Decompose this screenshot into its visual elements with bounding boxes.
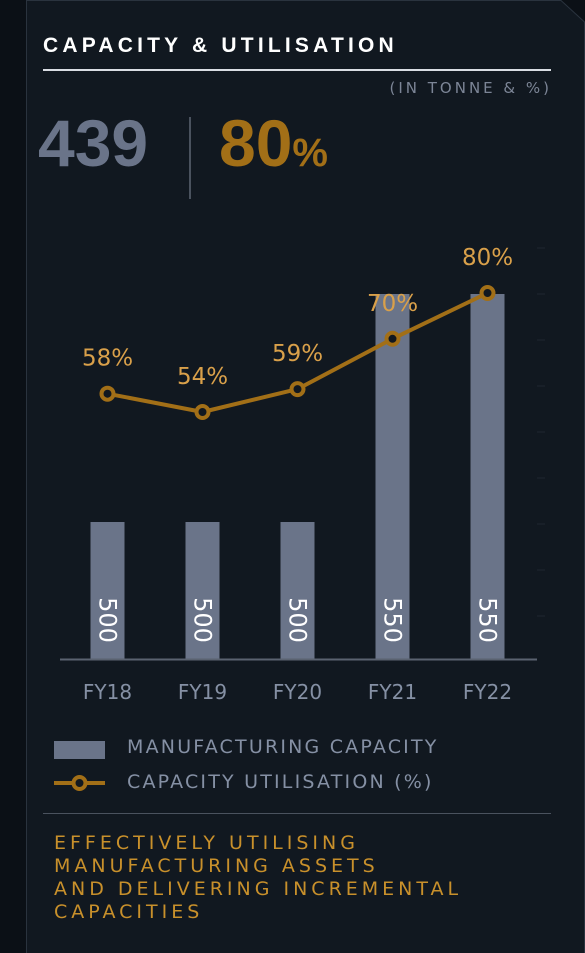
utilisation-point (292, 383, 304, 395)
tagline-line: CAPACITIES (54, 901, 534, 924)
x-tick-label: FY18 (83, 680, 132, 704)
utilisation-data-label: 58% (82, 346, 133, 372)
utilisation-data-label: 54% (177, 364, 228, 390)
footer-tagline: EFFECTIVELY UTILISING MANUFACTURING ASSET… (54, 832, 534, 924)
footer-divider (43, 813, 551, 814)
utilisation-point (197, 406, 209, 418)
tagline-line: EFFECTIVELY UTILISING (54, 832, 534, 855)
capacity-bar-label: 500 (189, 597, 217, 643)
utilisation-data-label: 80% (462, 245, 513, 271)
utilisation-point (482, 287, 494, 299)
legend-utilisation-label: CAPACITY UTILISATION (%) (127, 771, 434, 793)
utilisation-point (102, 388, 114, 400)
utilisation-point (387, 333, 399, 345)
x-tick-label: FY19 (178, 680, 227, 704)
utilisation-data-label: 70% (367, 291, 418, 317)
tagline-line: MANUFACTURING ASSETS (54, 855, 534, 878)
x-tick-label: FY20 (273, 680, 322, 704)
x-tick-label: FY22 (463, 680, 512, 704)
utilisation-data-label: 59% (272, 341, 323, 367)
legend-bar-swatch (54, 741, 105, 759)
capacity-bar-label: 500 (284, 597, 312, 643)
tagline-line: AND DELIVERING INCREMENTAL (54, 878, 534, 901)
capacity-bar-label: 550 (474, 597, 502, 643)
capacity-bar-label: 500 (94, 597, 122, 643)
legend-line-swatch (54, 772, 105, 794)
x-tick-label: FY21 (368, 680, 417, 704)
legend-capacity-label: MANUFACTURING CAPACITY (127, 736, 439, 758)
capacity-bar-label: 550 (379, 597, 407, 643)
